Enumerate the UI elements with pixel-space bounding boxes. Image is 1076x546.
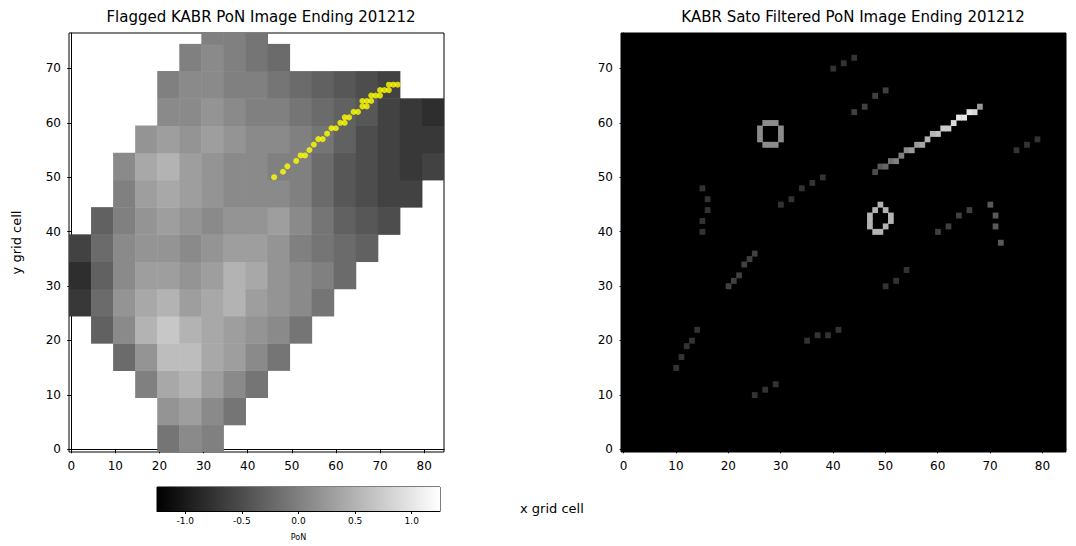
svg-text:-1.0: -1.0 bbox=[177, 516, 195, 526]
svg-text:0: 0 bbox=[53, 442, 61, 456]
svg-text:10: 10 bbox=[46, 388, 61, 402]
svg-text:30: 30 bbox=[196, 459, 211, 473]
svg-text:-0.5: -0.5 bbox=[233, 516, 251, 526]
svg-text:1.0: 1.0 bbox=[405, 516, 420, 526]
svg-text:40: 40 bbox=[240, 459, 255, 473]
svg-text:70: 70 bbox=[982, 459, 997, 473]
svg-text:30: 30 bbox=[773, 459, 788, 473]
svg-text:50: 50 bbox=[284, 459, 299, 473]
svg-text:80: 80 bbox=[417, 459, 432, 473]
svg-text:80: 80 bbox=[1035, 459, 1050, 473]
svg-text:50: 50 bbox=[878, 459, 893, 473]
svg-text:10: 10 bbox=[668, 459, 683, 473]
svg-text:y grid cell: y grid cell bbox=[9, 211, 24, 275]
svg-text:20: 20 bbox=[152, 459, 167, 473]
svg-text:60: 60 bbox=[328, 459, 343, 473]
svg-text:0.5: 0.5 bbox=[348, 516, 362, 526]
svg-text:40: 40 bbox=[46, 225, 61, 239]
svg-text:Flagged KABR PoN Image Ending: Flagged KABR PoN Image Ending 201212 bbox=[106, 8, 415, 26]
svg-text:70: 70 bbox=[372, 459, 387, 473]
svg-text:20: 20 bbox=[721, 459, 736, 473]
svg-text:x grid cell: x grid cell bbox=[520, 501, 584, 516]
svg-text:10: 10 bbox=[108, 459, 123, 473]
svg-text:0: 0 bbox=[620, 459, 628, 473]
svg-text:60: 60 bbox=[598, 116, 613, 130]
svg-text:20: 20 bbox=[46, 333, 61, 347]
svg-text:0: 0 bbox=[605, 442, 613, 456]
svg-text:10: 10 bbox=[598, 388, 613, 402]
svg-text:20: 20 bbox=[598, 333, 613, 347]
svg-text:60: 60 bbox=[46, 116, 61, 130]
svg-text:PoN: PoN bbox=[291, 533, 306, 542]
svg-text:70: 70 bbox=[598, 61, 613, 75]
svg-text:70: 70 bbox=[46, 61, 61, 75]
svg-text:30: 30 bbox=[46, 279, 61, 293]
svg-text:30: 30 bbox=[598, 279, 613, 293]
svg-text:0: 0 bbox=[67, 459, 75, 473]
svg-text:40: 40 bbox=[598, 225, 613, 239]
svg-text:40: 40 bbox=[825, 459, 840, 473]
svg-text:50: 50 bbox=[46, 170, 61, 184]
svg-text:0.0: 0.0 bbox=[291, 516, 306, 526]
svg-text:50: 50 bbox=[598, 170, 613, 184]
svg-text:60: 60 bbox=[930, 459, 945, 473]
svg-text:KABR Sato Filtered PoN Image E: KABR Sato Filtered PoN Image Ending 2012… bbox=[681, 8, 1024, 26]
